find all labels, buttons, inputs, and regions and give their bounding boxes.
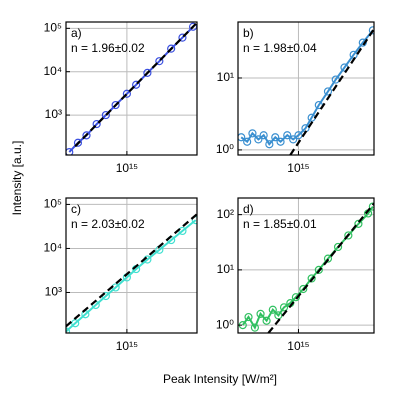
y-tick-label: 10¹ (217, 70, 234, 84)
data-point (307, 274, 316, 283)
panel-label: d) (243, 202, 254, 216)
axes-frame (237, 197, 375, 334)
plot-area (66, 22, 197, 155)
data-point (92, 119, 101, 129)
data-point (276, 137, 285, 146)
y-axis-label: Intensity [a.u.] (10, 141, 24, 216)
y-tick-label: 10⁰ (216, 317, 234, 331)
data-point (294, 131, 303, 140)
data-point (155, 57, 164, 66)
annotation: n = 2.03±0.02 (71, 217, 145, 231)
data-point (248, 129, 257, 138)
y-tick-label: 10⁵ (44, 197, 62, 211)
panel-label: c) (71, 202, 81, 216)
data-point (82, 131, 91, 140)
x-axis-label: Peak Intensity [W/m²] (163, 372, 277, 386)
y-tick-label: 10³ (45, 285, 62, 299)
y-tick-label: 10⁰ (216, 142, 234, 156)
plot-area (66, 198, 197, 333)
x-tick-label: 10¹⁵ (116, 339, 138, 353)
panel-label: a) (71, 26, 82, 40)
data-point (354, 219, 363, 228)
data-point (122, 89, 131, 98)
data-point (333, 242, 343, 252)
axes-frame (65, 197, 198, 334)
annotation: n = 1.85±0.01 (243, 217, 317, 231)
fit-line (289, 28, 374, 155)
x-tick-label: 10¹⁵ (287, 339, 309, 353)
data-point (289, 135, 298, 144)
data-point (243, 137, 252, 146)
fit-line (267, 202, 374, 333)
fit-line (74, 22, 197, 148)
data-point (314, 265, 323, 274)
data-point (358, 38, 367, 47)
data-point (323, 254, 333, 263)
data-point (291, 293, 300, 302)
data-point (167, 44, 176, 53)
data-point (283, 131, 292, 140)
plot-area (238, 22, 374, 155)
data-point (254, 135, 263, 144)
data-point (265, 140, 274, 149)
y-tick-label: 10¹ (217, 262, 234, 276)
data-point (299, 284, 308, 294)
annotation: n = 1.96±0.02 (71, 41, 145, 55)
data-point (368, 26, 374, 35)
data-point (66, 147, 74, 155)
y-tick-label: 10⁵ (44, 21, 62, 35)
data-line (66, 219, 197, 333)
annotation: n = 1.98±0.04 (243, 41, 317, 55)
panel-label: b) (243, 26, 254, 40)
data-point (132, 80, 141, 89)
fit-line (66, 213, 197, 328)
y-tick-label: 10⁴ (43, 64, 62, 78)
data-point (344, 231, 353, 240)
data-point (178, 33, 187, 42)
data-point (111, 100, 120, 110)
y-tick-label: 10⁴ (43, 241, 62, 255)
y-tick-label: 10³ (45, 107, 62, 121)
data-point (268, 305, 277, 314)
data-point (262, 316, 271, 325)
x-tick-label: 10¹⁵ (287, 161, 309, 175)
data-point (250, 323, 259, 332)
data-point (238, 133, 246, 142)
data-point (66, 327, 71, 333)
data-point (244, 312, 253, 322)
plot-area (238, 198, 374, 333)
data-point (279, 303, 289, 312)
y-tick-label: 10² (217, 207, 234, 221)
data-point (259, 131, 268, 140)
axes-frame (237, 21, 375, 156)
data-point (271, 133, 280, 142)
data-point (101, 110, 110, 120)
axes-frame (65, 21, 198, 156)
data-point (256, 309, 265, 318)
data-point (73, 138, 83, 147)
data-point (323, 87, 333, 96)
data-point (143, 68, 152, 77)
x-tick-label: 10¹⁵ (116, 161, 138, 175)
